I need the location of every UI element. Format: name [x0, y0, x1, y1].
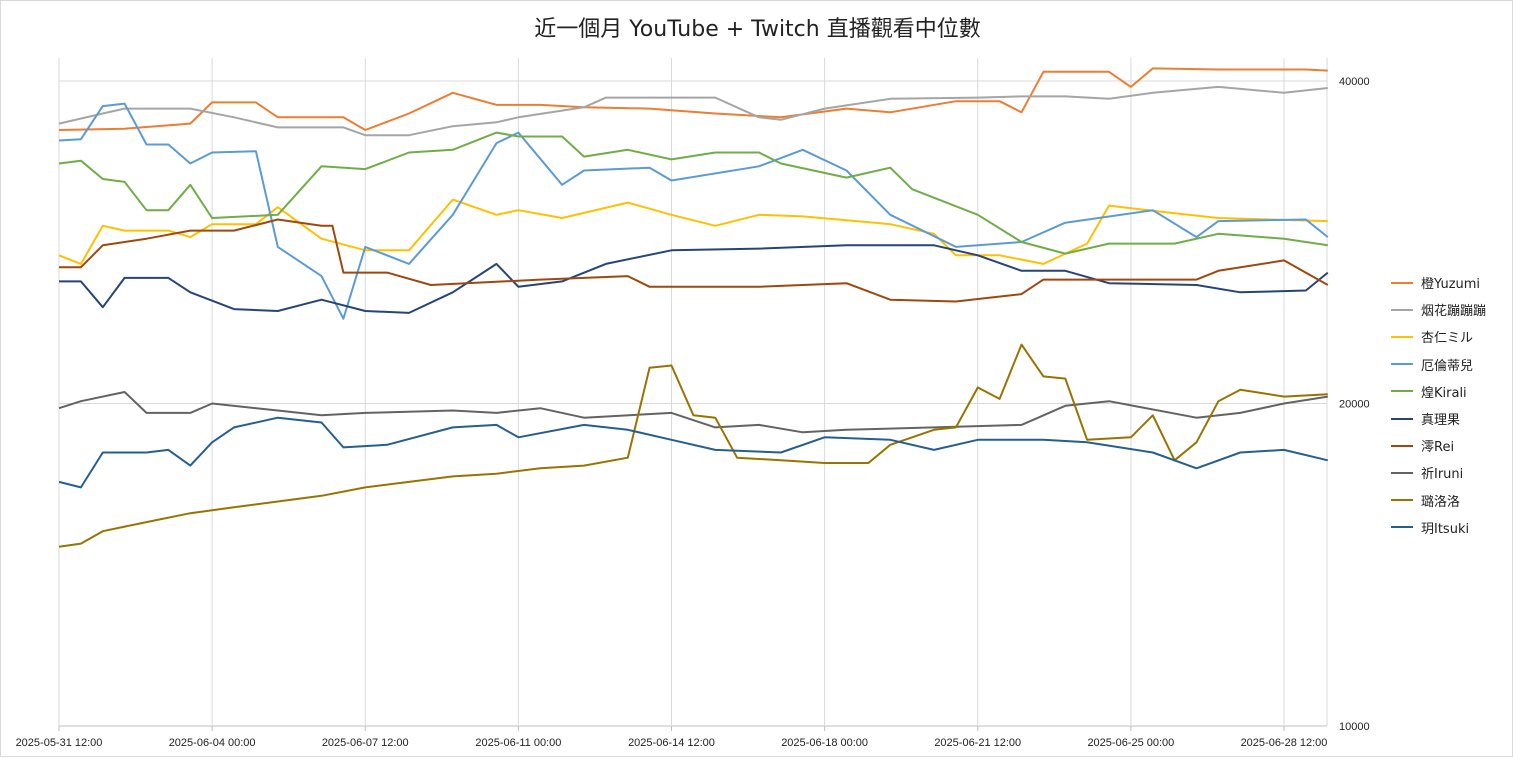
legend-label: 玥Itsuki [1421, 521, 1470, 537]
legend-label: 厄倫蒂兒 [1421, 358, 1474, 374]
legend-swatch [1391, 499, 1413, 502]
legend-swatch [1391, 526, 1413, 529]
series-line-4 [58, 102, 1329, 320]
x-tick-label: 2025-06-14 12:00 [628, 737, 715, 749]
x-tick-label: 2025-05-31 12:00 [16, 737, 103, 749]
series-line-1 [58, 67, 1328, 131]
x-tick-label: 2025-06-18 00:00 [781, 737, 868, 749]
legend-item: 真理果 [1391, 405, 1486, 432]
legend-label: 真理果 [1421, 413, 1461, 429]
legend-item: 烟花蹦蹦蹦 [1391, 296, 1486, 323]
series-line-10 [58, 416, 1329, 489]
legend-item: 澪Rei [1391, 432, 1486, 459]
x-tick-label: 2025-06-21 12:00 [934, 737, 1021, 749]
x-tick-label: 2025-06-28 12:00 [1241, 737, 1328, 749]
series-line-2 [58, 85, 1328, 137]
legend-label: 煌Kirali [1421, 385, 1467, 401]
x-tick-label: 2025-06-11 00:00 [475, 737, 561, 749]
legend-item: 玥Itsuki [1391, 514, 1486, 541]
legend-label: 璐洛洛 [1421, 494, 1461, 510]
legend-swatch [1391, 471, 1413, 474]
x-tick-label: 2025-06-04 00:00 [169, 737, 256, 749]
legend-item: 橙Yuzumi [1391, 269, 1486, 296]
y-tick-label: 10000 [1339, 721, 1370, 733]
legend-item: 祈Iruni [1391, 459, 1486, 486]
x-tick-label: 2025-06-07 12:00 [322, 737, 409, 749]
legend-item: 厄倫蒂兒 [1391, 351, 1486, 378]
legend-item: 杏仁ミル [1391, 323, 1486, 350]
legend-swatch [1391, 417, 1413, 420]
chart-title: 近一個月 YouTube + Twitch 直播觀看中位數 [534, 17, 981, 42]
y-tick-label: 20000 [1339, 399, 1370, 411]
legend-label: 杏仁ミル [1421, 331, 1474, 347]
legend-swatch [1391, 281, 1413, 284]
legend-label: 祈Iruni [1421, 467, 1464, 483]
series-line-6 [59, 244, 1329, 314]
legend: 橙Yuzumi 烟花蹦蹦蹦杏仁ミル厄倫蒂兒煌Kirali 真理果澪Rei 祈Iruni… [1391, 269, 1486, 541]
series-line-3 [58, 198, 1328, 265]
x-tick-label: 2025-06-25 00:00 [1087, 737, 1174, 749]
legend-swatch [1391, 390, 1413, 393]
legend-swatch [1391, 363, 1413, 366]
series-line-7 [59, 218, 1329, 303]
legend-item: 璐洛洛 [1391, 487, 1486, 514]
legend-item: 煌Kirali [1391, 378, 1486, 405]
series-line-9 [58, 343, 1328, 548]
legend-label: 烟花蹦蹦蹦 [1421, 304, 1487, 320]
legend-swatch [1391, 444, 1413, 447]
series-line-5 [58, 131, 1328, 255]
y-tick-label: 40000 [1339, 76, 1370, 88]
legend-swatch [1391, 308, 1413, 311]
series-line-8 [58, 391, 1328, 434]
legend-label: 澪Rei [1421, 440, 1455, 456]
legend-label: 橙Yuzumi [1421, 277, 1481, 293]
legend-swatch [1391, 335, 1413, 338]
